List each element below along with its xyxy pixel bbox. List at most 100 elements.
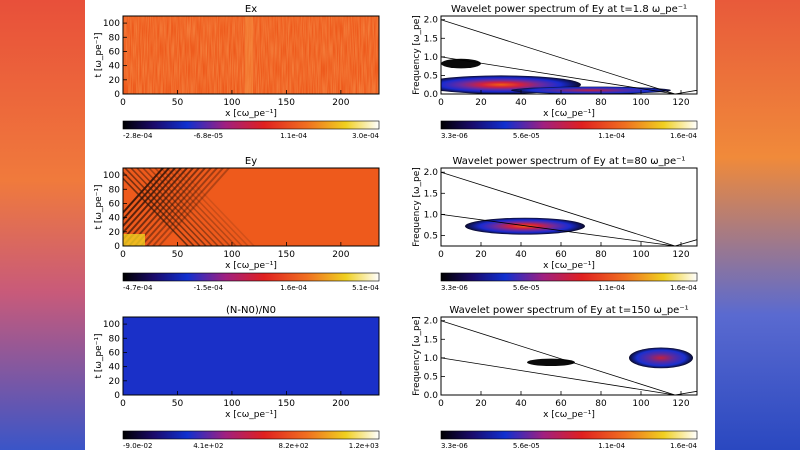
y-tick-label: 80 bbox=[109, 334, 121, 344]
x-tick-label: 50 bbox=[172, 399, 184, 409]
density-field-bg bbox=[123, 317, 379, 395]
y-axis-label: t [ω_pe⁻¹] bbox=[94, 333, 104, 378]
colorbar-label: 8.2e+02 bbox=[279, 442, 309, 450]
dispersion-line bbox=[441, 56, 676, 94]
colorbar-label: 1.6e-04 bbox=[670, 442, 697, 450]
x-tick-label: 150 bbox=[278, 98, 295, 108]
ey-stripe-down bbox=[130, 168, 207, 246]
ey-stripe-down bbox=[154, 168, 231, 246]
plot-frame bbox=[122, 167, 380, 247]
y-axis-label: Frequency [ω_pe] bbox=[412, 15, 422, 95]
y-tick-label: 40 bbox=[109, 62, 121, 72]
colorbar-label: 1.2e+03 bbox=[349, 442, 379, 450]
y-tick-label: 100 bbox=[103, 320, 120, 330]
spectrum-blob bbox=[441, 58, 481, 69]
colorbar-label: -4.7e-04 bbox=[123, 284, 153, 292]
y-tick-label: 80 bbox=[109, 185, 121, 195]
panel-3 bbox=[122, 167, 380, 282]
ey-stripe-down bbox=[124, 168, 201, 246]
colorbar bbox=[440, 120, 698, 130]
panel-title: Wavelet power spectrum of Ey at t=1.8 ω_… bbox=[451, 4, 687, 15]
y-tick-label: 1.0 bbox=[424, 210, 439, 220]
dispersion-line bbox=[441, 320, 676, 395]
dispersion-line bbox=[441, 19, 676, 94]
plot-frame bbox=[440, 167, 698, 247]
spectrum-blob bbox=[629, 347, 693, 369]
ey-stripe-down bbox=[136, 168, 213, 246]
ey-stripe-up bbox=[134, 168, 206, 246]
x-tick-label: 40 bbox=[515, 250, 527, 260]
ex-field-center-band bbox=[245, 16, 254, 94]
y-axis-label: t [ω_pe⁻¹] bbox=[94, 184, 104, 229]
ey-hot-corner bbox=[123, 234, 145, 246]
y-tick-label: 60 bbox=[109, 199, 121, 209]
plot-frame bbox=[440, 316, 698, 396]
x-tick-label: 100 bbox=[223, 250, 240, 260]
x-axis-label: x [cω_pe⁻¹] bbox=[225, 261, 277, 271]
ey-stripe-up bbox=[152, 168, 224, 246]
plot-frame bbox=[440, 15, 698, 95]
background-left bbox=[0, 0, 85, 450]
x-tick-label: 200 bbox=[332, 250, 349, 260]
x-tick-label: 100 bbox=[632, 98, 649, 108]
spectrum-blobs bbox=[441, 19, 697, 94]
y-tick-label: 20 bbox=[109, 377, 121, 387]
ey-stripe-up bbox=[123, 168, 182, 235]
dispersion-line bbox=[674, 89, 697, 94]
x-tick-label: 60 bbox=[555, 250, 567, 260]
y-tick-label: 0 bbox=[114, 242, 120, 252]
x-tick-label: 20 bbox=[475, 399, 487, 409]
x-tick-label: 120 bbox=[672, 399, 689, 409]
ey-stripe-down bbox=[178, 168, 255, 246]
ey-field-bg bbox=[123, 168, 379, 246]
ey-stripe-down bbox=[123, 171, 195, 246]
y-axis-label: t [ω_pe⁻¹] bbox=[94, 32, 104, 77]
background-right bbox=[715, 0, 800, 450]
y-tick-label: 0 bbox=[114, 391, 120, 401]
x-axis-label: x [cω_pe⁻¹] bbox=[543, 109, 595, 119]
dispersion-line bbox=[441, 357, 676, 395]
ey-stripe-up bbox=[158, 168, 230, 246]
x-tick-label: 40 bbox=[515, 399, 527, 409]
x-tick-label: 150 bbox=[278, 399, 295, 409]
spectrum-bg bbox=[441, 168, 697, 246]
y-tick-label: 1.5 bbox=[424, 189, 438, 199]
colorbar-label: 5.1e-04 bbox=[352, 284, 379, 292]
x-tick-label: 120 bbox=[672, 250, 689, 260]
y-axis-label: Frequency [ω_pe] bbox=[412, 316, 422, 396]
ey-stripe-up bbox=[123, 168, 176, 228]
x-axis-label: x [cω_pe⁻¹] bbox=[225, 109, 277, 119]
ey-stripe-down bbox=[160, 168, 237, 246]
colorbar-label: 1.1e-04 bbox=[598, 284, 625, 292]
ey-stripe-up bbox=[123, 168, 194, 246]
x-tick-label: 200 bbox=[332, 399, 349, 409]
ey-stripe-up bbox=[140, 168, 212, 246]
x-tick-label: 0 bbox=[120, 399, 126, 409]
y-tick-label: 40 bbox=[109, 214, 121, 224]
ey-stripes bbox=[123, 168, 255, 246]
spectrum-blobs bbox=[441, 320, 697, 395]
ey-stripe-up bbox=[128, 168, 200, 246]
colorbar bbox=[122, 120, 380, 130]
y-tick-label: 20 bbox=[109, 228, 121, 238]
dispersion-line bbox=[674, 239, 697, 246]
x-axis-label: x [cω_pe⁻¹] bbox=[543, 261, 595, 271]
y-tick-label: 1.5 bbox=[424, 335, 438, 345]
ey-stripe-down bbox=[166, 168, 243, 246]
ey-stripe-up bbox=[123, 168, 164, 215]
panel-2 bbox=[440, 15, 698, 130]
ey-stripe-down bbox=[172, 168, 249, 246]
panel-4 bbox=[440, 167, 698, 282]
figure: Ex 0 50 100 150 200 0 20 40 60 80 100 x [cω_pe⁻¹] t [… bbox=[85, 0, 715, 450]
colorbar-label: 3.0e-04 bbox=[352, 132, 379, 140]
plot-frame bbox=[122, 15, 380, 95]
panel-title: Ex bbox=[245, 4, 257, 15]
y-tick-label: 20 bbox=[109, 76, 121, 86]
y-tick-label: 0 bbox=[114, 90, 120, 100]
y-tick-label: 100 bbox=[103, 19, 120, 29]
panel-title: Ey bbox=[245, 156, 257, 167]
spectrum-blob bbox=[511, 86, 671, 94]
x-tick-label: 120 bbox=[672, 98, 689, 108]
colorbar-label: 1.1e-04 bbox=[280, 132, 307, 140]
